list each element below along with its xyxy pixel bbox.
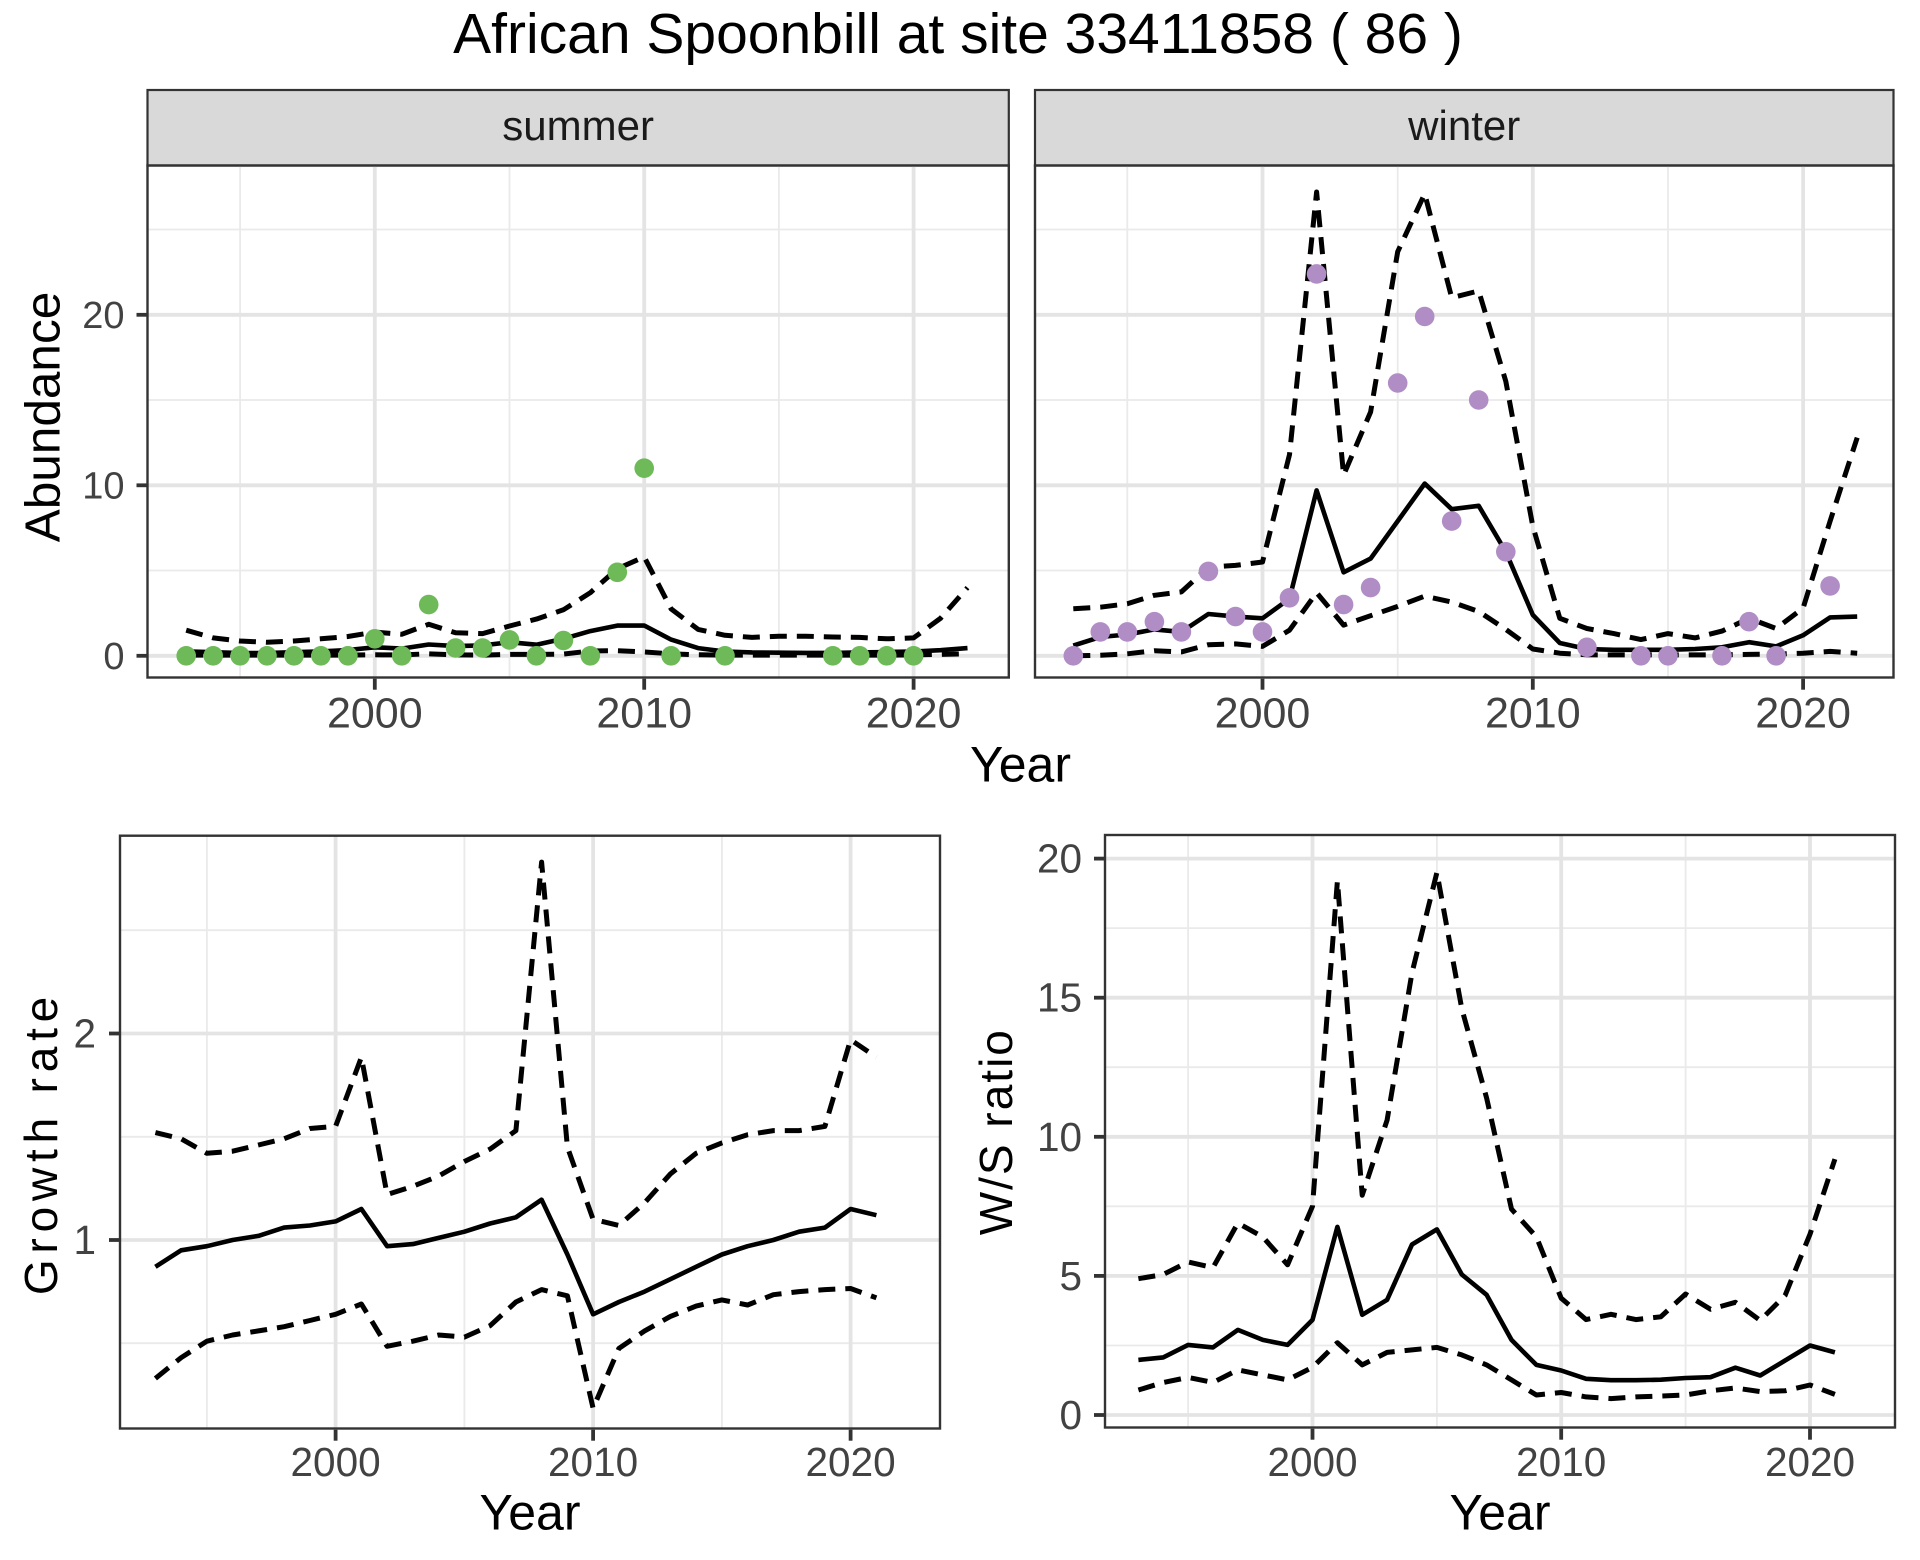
svg-text:Year: Year	[970, 737, 1071, 793]
svg-text:2020: 2020	[866, 690, 962, 738]
svg-text:2: 2	[73, 1011, 96, 1057]
svg-text:20: 20	[82, 295, 124, 337]
svg-text:20: 20	[1037, 836, 1082, 882]
svg-text:2010: 2010	[548, 1439, 638, 1485]
svg-text:winter: winter	[1407, 102, 1520, 149]
svg-text:summer: summer	[502, 102, 654, 149]
svg-text:2000: 2000	[327, 690, 423, 738]
svg-text:2020: 2020	[1765, 1439, 1855, 1485]
svg-text:Year: Year	[1449, 1485, 1550, 1541]
svg-text:10: 10	[82, 465, 124, 507]
svg-text:2020: 2020	[806, 1439, 896, 1485]
svg-text:0: 0	[103, 636, 124, 678]
svg-text:2000: 2000	[1267, 1439, 1357, 1485]
svg-text:Year: Year	[479, 1485, 580, 1541]
svg-text:10: 10	[1037, 1114, 1082, 1160]
svg-text:Growth rate: Growth rate	[15, 991, 67, 1295]
svg-text:Abundance: Abundance	[16, 292, 71, 542]
svg-text:2010: 2010	[1485, 690, 1581, 738]
svg-text:W/S ratio: W/S ratio	[970, 1028, 1022, 1235]
svg-text:15: 15	[1037, 975, 1082, 1021]
svg-text:African Spoonbill at site 3341: African Spoonbill at site 33411858 ( 86 …	[453, 2, 1463, 66]
svg-text:2010: 2010	[596, 690, 692, 738]
svg-text:2000: 2000	[291, 1439, 381, 1485]
svg-text:5: 5	[1059, 1253, 1082, 1299]
svg-text:2020: 2020	[1755, 690, 1851, 738]
svg-text:2010: 2010	[1516, 1439, 1606, 1485]
svg-text:0: 0	[1059, 1392, 1082, 1438]
svg-text:2000: 2000	[1215, 690, 1311, 738]
svg-text:1: 1	[73, 1217, 96, 1263]
